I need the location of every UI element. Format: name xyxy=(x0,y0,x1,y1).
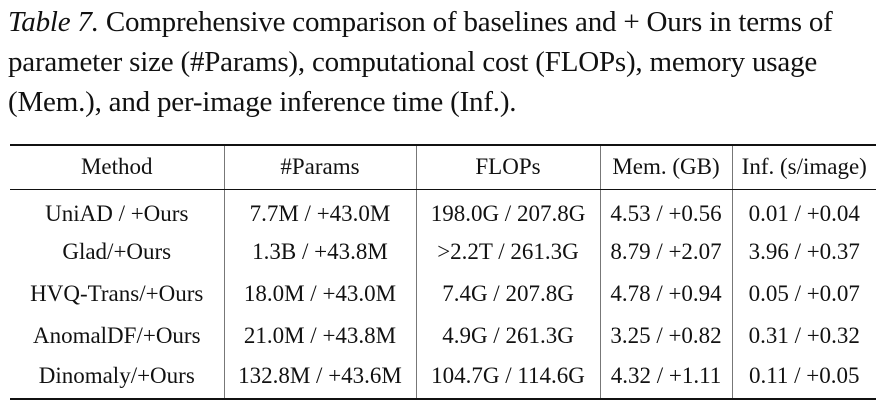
cell-memory: 4.53 / +0.56 xyxy=(600,189,733,231)
cell-inference: 0.01 / +0.04 xyxy=(748,201,860,227)
cell-params: 132.8M / +43.6M xyxy=(224,357,417,400)
cell-memory: 3.25 / +0.82 xyxy=(600,315,733,357)
cell-flops: 198.0G / 207.8G xyxy=(416,189,601,231)
header-memory: Mem. (GB) xyxy=(600,144,733,190)
table-row: UniAD / +Ours 7.7M / +43.0M 198.0G / 207… xyxy=(10,189,876,231)
cell-inference: 0.05 / +0.07 xyxy=(748,281,860,306)
cell-params: 1.3B / +43.8M xyxy=(224,231,417,273)
table-row: Dinomaly/+Ours 132.8M / +43.6M 104.7G / … xyxy=(10,357,876,400)
caption-text: Comprehensive comparison of baselines an… xyxy=(8,6,833,118)
cell-memory: 4.32 / +1.11 xyxy=(600,357,733,400)
cell-method: Glad/+Ours xyxy=(10,231,225,273)
cell-inference: 3.96 / +0.37 xyxy=(748,239,860,264)
header-params: #Params xyxy=(224,144,417,190)
cell-memory: 8.79 / +2.07 xyxy=(600,231,733,273)
cell-flops: 7.4G / 207.8G xyxy=(416,273,601,315)
cell-params: 7.7M / +43.0M xyxy=(224,189,417,231)
cell-inference: 0.11 / +0.05 xyxy=(732,357,876,400)
table-caption: Table 7. Comprehensive comparison of bas… xyxy=(8,2,880,122)
cell-flops: 104.7G / 114.6G xyxy=(416,357,601,400)
header-method: Method xyxy=(10,144,225,190)
comparison-table-container: Method #Params FLOPs Mem. (GB) Inf. (s/i… xyxy=(10,144,876,400)
header-flops: FLOPs xyxy=(416,144,601,190)
table-row: Glad/+Ours 1.3B / +43.8M >2.2T / 261.3G … xyxy=(10,231,876,273)
comparison-table: Method #Params FLOPs Mem. (GB) Inf. (s/i… xyxy=(10,144,876,400)
table-row: AnomalDF/+Ours 21.0M / +43.8M 4.9G / 261… xyxy=(10,315,876,357)
header-row: Method #Params FLOPs Mem. (GB) Inf. (s/i… xyxy=(10,144,876,190)
cell-method: UniAD / +Ours xyxy=(10,189,225,231)
cell-flops: 4.9G / 261.3G xyxy=(416,315,601,357)
header-inference: Inf. (s/image) xyxy=(732,144,876,190)
cell-inference: 0.31 / +0.32 xyxy=(748,323,860,348)
caption-label: Table 7. xyxy=(8,6,99,38)
cell-params: 21.0M / +43.8M xyxy=(224,315,417,357)
cell-method: HVQ-Trans/+Ours xyxy=(10,273,225,315)
cell-memory: 4.78 / +0.94 xyxy=(600,273,733,315)
table-row: HVQ-Trans/+Ours 18.0M / +43.0M 7.4G / 20… xyxy=(10,273,876,315)
cell-params: 18.0M / +43.0M xyxy=(224,273,417,315)
cell-method: Dinomaly/+Ours xyxy=(10,357,225,400)
cell-method: AnomalDF/+Ours xyxy=(10,315,225,357)
cell-flops: >2.2T / 261.3G xyxy=(416,231,601,273)
